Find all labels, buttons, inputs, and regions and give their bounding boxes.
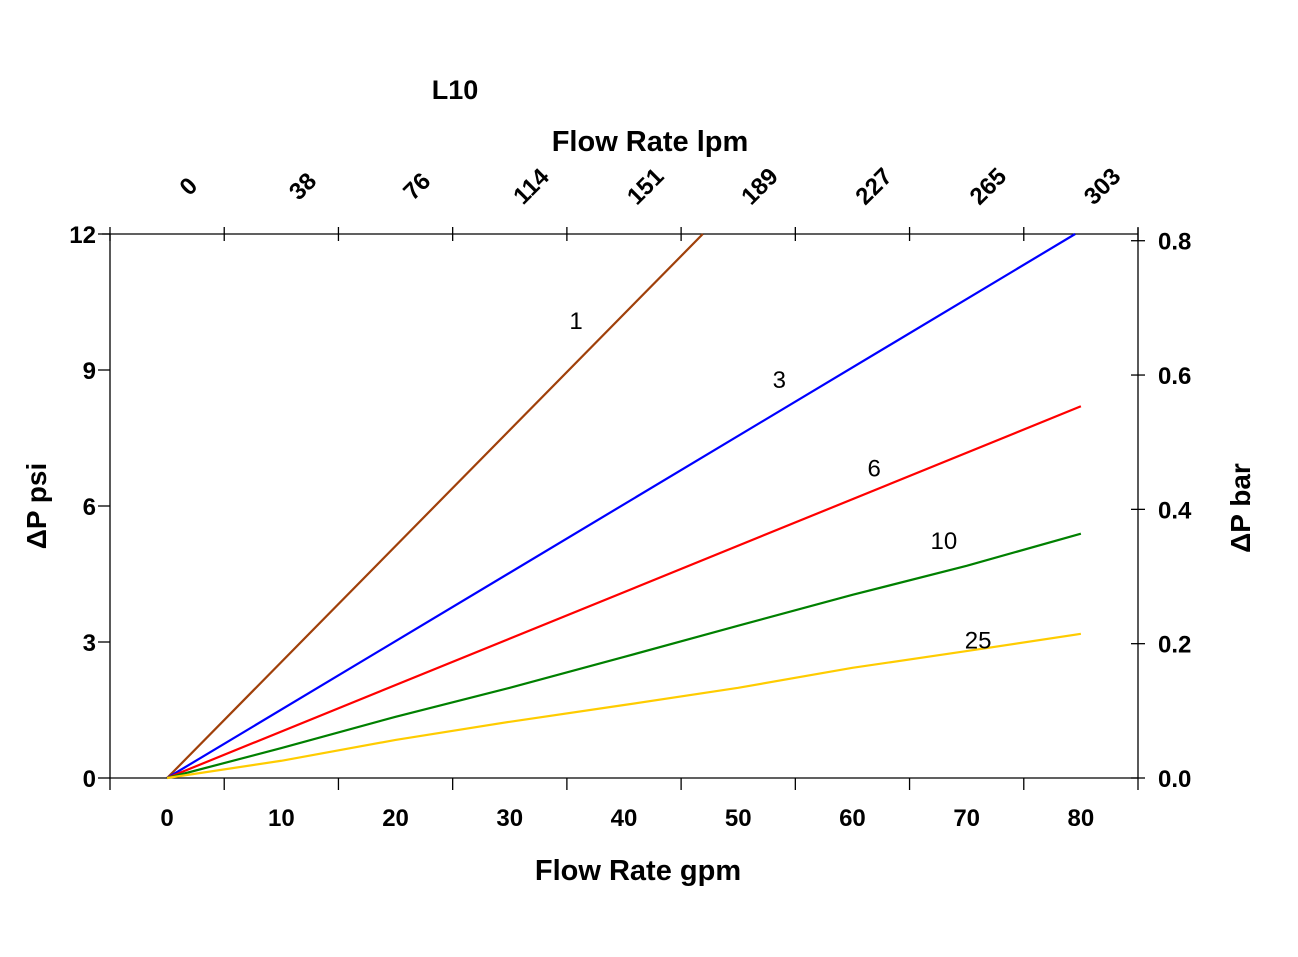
- series-line-25: [166, 632, 1082, 780]
- axes: 0 10 20 30 40 50 60 70 800 38 76 114 151 189 227 265 303…: [69, 163, 1192, 832]
- series-line-10: [166, 532, 1082, 780]
- y2-tick-label: 0.0: [1158, 766, 1191, 793]
- y-tick-label: 9: [83, 358, 96, 385]
- top-tick-label: 189: [736, 163, 783, 210]
- x-tick-label: 30: [496, 805, 523, 832]
- series-label-1: 1: [569, 308, 582, 335]
- x-tick-label: 60: [839, 805, 866, 832]
- right-axis-label: ΔP bar: [1225, 463, 1256, 553]
- series-group: 1 3 6 10 25: [166, 233, 1082, 780]
- series-line-3: [166, 233, 1076, 779]
- y-tick-label: 3: [83, 630, 96, 657]
- y-tick-label: 6: [83, 494, 96, 521]
- top-tick-label: 38: [284, 168, 322, 206]
- x-tick-label: 50: [725, 805, 752, 832]
- series-label-6: 6: [867, 455, 880, 482]
- series-line-6: [166, 405, 1082, 780]
- top-tick-label: 303: [1079, 163, 1126, 210]
- top-tick-label: 151: [622, 163, 669, 210]
- top-tick-label: 76: [398, 168, 436, 206]
- y2-tick-label: 0.4: [1158, 497, 1192, 524]
- y-tick-label: 12: [69, 222, 96, 249]
- y-tick-label: 0: [83, 766, 96, 793]
- y2-tick-label: 0.8: [1158, 229, 1191, 256]
- bottom-axis-label: Flow Rate gpm: [535, 855, 741, 887]
- series-label-3: 3: [773, 367, 786, 394]
- top-axis-label: Flow Rate lpm: [552, 126, 749, 158]
- top-tick-label: 227: [850, 163, 897, 210]
- y2-tick-label: 0.6: [1158, 363, 1191, 390]
- x-tick-label: 40: [611, 805, 638, 832]
- top-tick-label: 114: [508, 163, 555, 210]
- series-label-25: 25: [965, 628, 992, 655]
- left-axis-label: ΔP psi: [21, 463, 52, 550]
- top-tick-label: 0: [175, 172, 204, 201]
- y2-tick-label: 0.2: [1158, 632, 1191, 659]
- series-line-1: [166, 233, 704, 779]
- top-tick-label: 265: [965, 163, 1012, 210]
- x-tick-label: 10: [268, 805, 295, 832]
- x-tick-label: 20: [382, 805, 409, 832]
- x-tick-label: 80: [1068, 805, 1095, 832]
- chart-title: L10: [432, 75, 479, 105]
- series-label-10: 10: [930, 528, 957, 555]
- x-tick-label: 70: [953, 805, 980, 832]
- x-tick-label: 0: [160, 805, 173, 832]
